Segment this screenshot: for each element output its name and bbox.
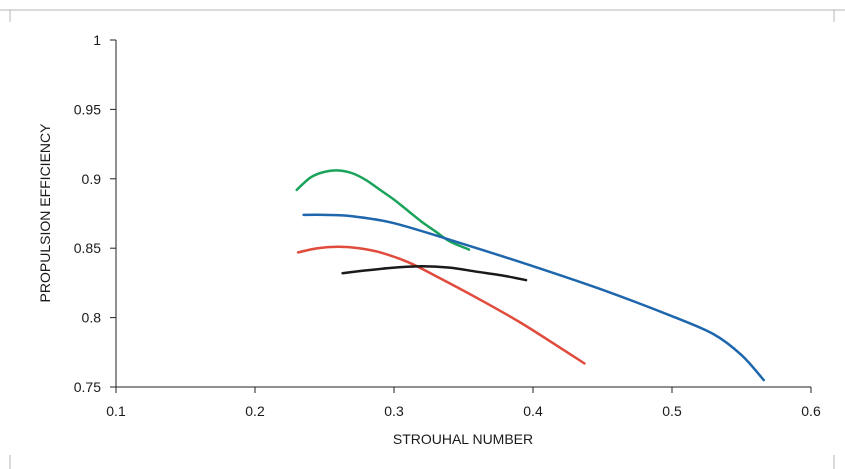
x-axis-title: STROUHAL NUMBER	[393, 431, 533, 447]
series-line-3	[296, 245, 586, 365]
series-line-4	[341, 264, 528, 282]
y-tick-label: 0.8	[82, 310, 102, 326]
x-tick-label: 0.6	[801, 403, 821, 419]
x-tick-label: 0.5	[662, 403, 682, 419]
series-line-2	[302, 213, 765, 382]
y-tick-label: 0.95	[74, 101, 101, 117]
crop-marks	[0, 9, 845, 469]
y-tick-label: 0.85	[74, 240, 101, 256]
y-axis-ticks: 0.75 0.8 0.85 0.9 0.95 1	[74, 32, 116, 395]
y-tick-label: 0.9	[82, 171, 102, 187]
series-layer	[295, 169, 765, 382]
y-tick-label: 0.75	[74, 379, 101, 395]
x-tick-label: 0.3	[384, 403, 404, 419]
series-line-1	[295, 169, 471, 251]
x-tick-label: 0.2	[245, 403, 265, 419]
x-tick-label: 0.4	[523, 403, 543, 419]
x-axis-ticks: 0.1 0.2 0.3 0.4 0.5 0.6	[106, 387, 821, 419]
plot-area: 0.1 0.2 0.3 0.4 0.5 0.6 0.75 0.8 0.85 0.9 0.95 1 S…	[37, 32, 821, 447]
x-tick-label: 0.1	[106, 403, 126, 419]
y-axis-title: PROPULSION EFFICIENCY	[37, 123, 53, 303]
y-tick-label: 1	[93, 32, 101, 48]
